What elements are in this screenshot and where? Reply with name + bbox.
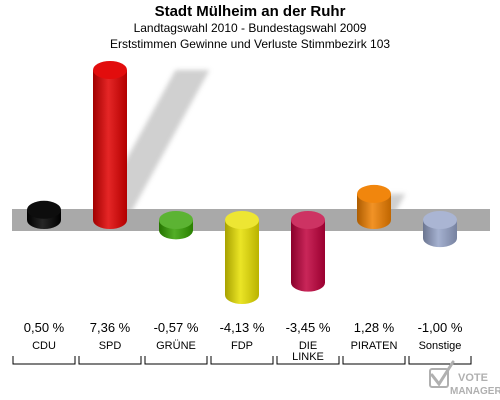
category-label-piraten: PIRATEN <box>351 340 398 352</box>
bar-body-die-linke <box>291 220 325 292</box>
value-labels: 0,50 % 7,36 % -0,57 % -4,13 % -3,45 % 1,28 % -… <box>24 320 463 335</box>
bar-cap-sonstige <box>423 211 457 229</box>
category-bracket-gr-ne <box>144 356 208 365</box>
bar-sonstige <box>423 211 457 248</box>
category-bracket-fdp <box>210 356 274 365</box>
bar-body-fdp <box>225 220 259 304</box>
category-label-gr-ne: GRÜNE <box>156 340 196 352</box>
bar-die-linke <box>291 211 325 292</box>
vote-manager-logo: VOTE MANAGER <box>429 360 500 397</box>
category-label-cdu: CDU <box>32 340 56 352</box>
bar-shadows <box>93 70 406 220</box>
value-label-spd: 7,36 % <box>90 320 131 335</box>
value-label-die-linke: -3,45 % <box>286 320 331 335</box>
bar-gr-ne <box>159 211 193 240</box>
bar-body-spd <box>93 70 127 229</box>
category-label-sonstige: Sonstige <box>419 340 462 352</box>
category-label-die-linke: DIE LINKE <box>292 340 324 363</box>
category-bracket-cdu <box>12 356 76 365</box>
logo-line-1: VOTE <box>458 372 488 384</box>
bar-piraten <box>357 184 391 229</box>
bar-body-piraten <box>357 193 391 229</box>
bar-cap-piraten <box>357 184 391 203</box>
category-bracket-piraten <box>342 356 406 365</box>
bar-cap-spd <box>93 61 127 79</box>
bar-cap-gr-ne <box>159 211 193 229</box>
bar-fdp <box>225 211 259 304</box>
value-label-fdp: -4,13 % <box>220 320 265 335</box>
bars <box>27 61 457 304</box>
checkbox-icon <box>429 360 455 388</box>
bar-cap-die-linke <box>291 211 325 229</box>
category-label-spd: SPD <box>99 340 122 352</box>
bar-cdu <box>27 200 61 229</box>
value-label-sonstige: -1,00 % <box>418 320 463 335</box>
bar-cap-fdp <box>225 211 259 229</box>
value-label-piraten: 1,28 % <box>354 320 395 335</box>
value-label-cdu: 0,50 % <box>24 320 65 335</box>
category-axis: CDU SPD GRÜNE FDP DIE LINKE PIRATEN Sonstige <box>12 340 472 365</box>
chart-subtitle-line-2: Erststimmen Gewinne und Verluste Stimmbe… <box>109 37 391 51</box>
bar-cap-cdu <box>27 200 61 219</box>
bar-spd <box>93 61 127 229</box>
category-bracket-spd <box>78 356 142 365</box>
category-label-fdp: FDP <box>231 340 253 352</box>
category-bracket-die-linke <box>276 356 340 365</box>
category-bracket-sonstige <box>408 356 472 365</box>
chart-subtitle-line-1: Landtagswahl 2010 - Bundestagswahl 2009 <box>133 21 367 35</box>
value-label-gr-ne: -0,57 % <box>154 320 199 335</box>
logo-line-2: MANAGER <box>450 386 500 397</box>
chart-title: Stadt Mülheim an der Ruhr <box>154 3 346 20</box>
